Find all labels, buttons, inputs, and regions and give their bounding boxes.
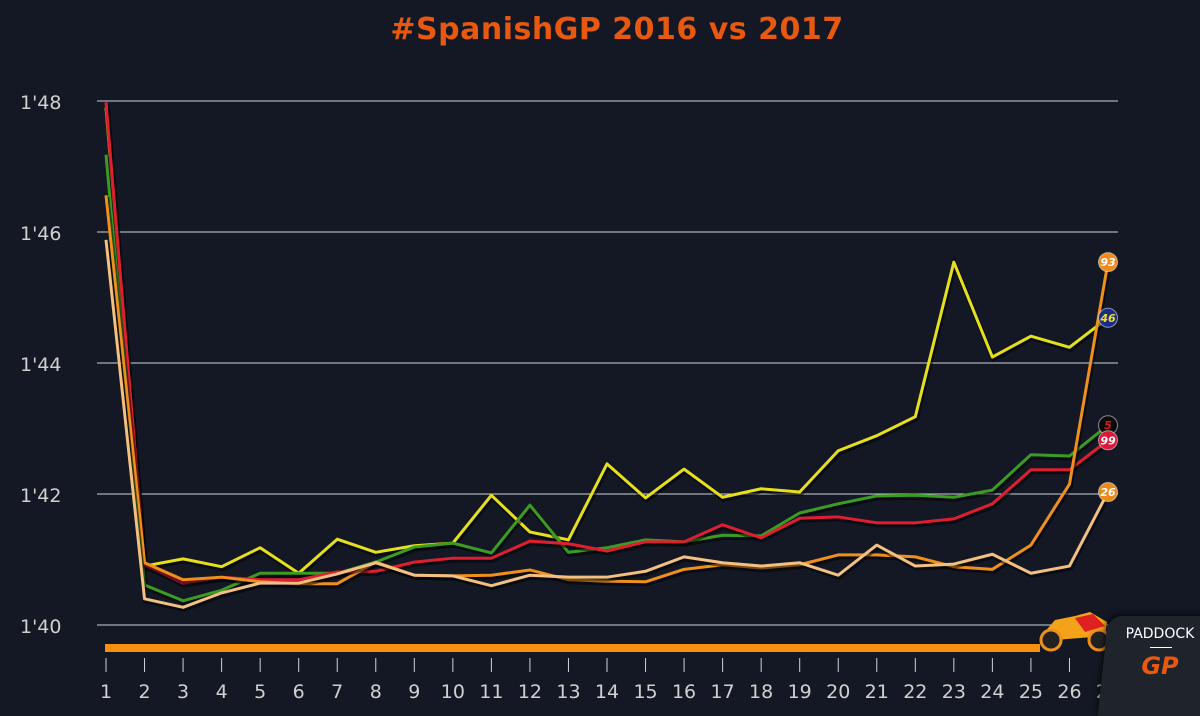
- rider-marker-93: 93: [1098, 252, 1118, 273]
- x-tick-label: 4: [216, 681, 228, 702]
- series-shadow: [104, 241, 1112, 612]
- x-tick-label: 25: [1019, 681, 1043, 702]
- x-tick-label: 20: [826, 681, 850, 702]
- x-tick-label: 11: [479, 681, 503, 702]
- rider-number: 5: [1104, 419, 1112, 432]
- x-tick-label: 1: [100, 681, 112, 702]
- logo-text: PADDOCK: [1125, 626, 1195, 642]
- x-tick-label: 13: [556, 681, 580, 702]
- series-shadow: [104, 156, 1111, 606]
- y-tick-label: 1'46: [20, 223, 62, 245]
- x-tick-label: 15: [633, 681, 657, 702]
- x-tick-label: 22: [903, 681, 927, 702]
- progress-bar: [105, 644, 1040, 652]
- x-tick-label: 23: [942, 681, 966, 702]
- x-tick-label: 16: [672, 681, 696, 702]
- x-tick-label: 17: [711, 681, 735, 702]
- x-tick-label: 9: [408, 681, 420, 702]
- x-tick-label: 2: [138, 681, 150, 702]
- x-tick-label: 14: [595, 681, 619, 702]
- rider-number: 93: [1100, 256, 1116, 269]
- rider-number: 26: [1100, 486, 1116, 499]
- x-tick-label: 7: [331, 681, 343, 702]
- series-line-46: [104, 107, 1109, 575]
- x-tick-label: 18: [749, 681, 773, 702]
- rider-marker-99: 99: [1098, 430, 1118, 451]
- x-tick-label: 26: [1057, 681, 1081, 702]
- x-tick-label: 8: [370, 681, 382, 702]
- y-tick-label: 1'44: [20, 354, 62, 376]
- x-tick-label: 3: [177, 681, 189, 702]
- x-tick-label: 12: [518, 681, 542, 702]
- series-shadow: [104, 109, 1111, 579]
- x-tick-label: 21: [865, 681, 889, 702]
- rider-marker-46: 46: [1098, 307, 1118, 328]
- chart-title: #SpanishGP 2016 vs 2017: [390, 12, 844, 47]
- rider-number: 99: [1100, 434, 1116, 447]
- series-shadow: [104, 197, 1112, 589]
- series-line-99: [104, 102, 1109, 585]
- y-tick-label: 1'42: [20, 485, 62, 507]
- motorcycle-icon: [1039, 612, 1111, 652]
- series-shadow: [104, 104, 1111, 588]
- rider-number: 46: [1099, 312, 1116, 325]
- y-tick-label: 1'40: [20, 616, 62, 638]
- x-tick-label: 10: [441, 681, 465, 702]
- y-tick-label: 1'48: [20, 92, 62, 114]
- x-tick-label: 6: [293, 681, 305, 702]
- rider-marker-26: 26: [1098, 482, 1118, 503]
- logo-gp: GP: [1141, 652, 1179, 680]
- series-line-26: [104, 239, 1110, 609]
- x-tick-label: 24: [980, 681, 1004, 702]
- x-tick-label: 5: [254, 681, 266, 702]
- series-line-5: [104, 154, 1109, 603]
- logo-divider: [1150, 647, 1172, 648]
- x-tick-label: 19: [788, 681, 812, 702]
- series-line-93: [104, 195, 1110, 586]
